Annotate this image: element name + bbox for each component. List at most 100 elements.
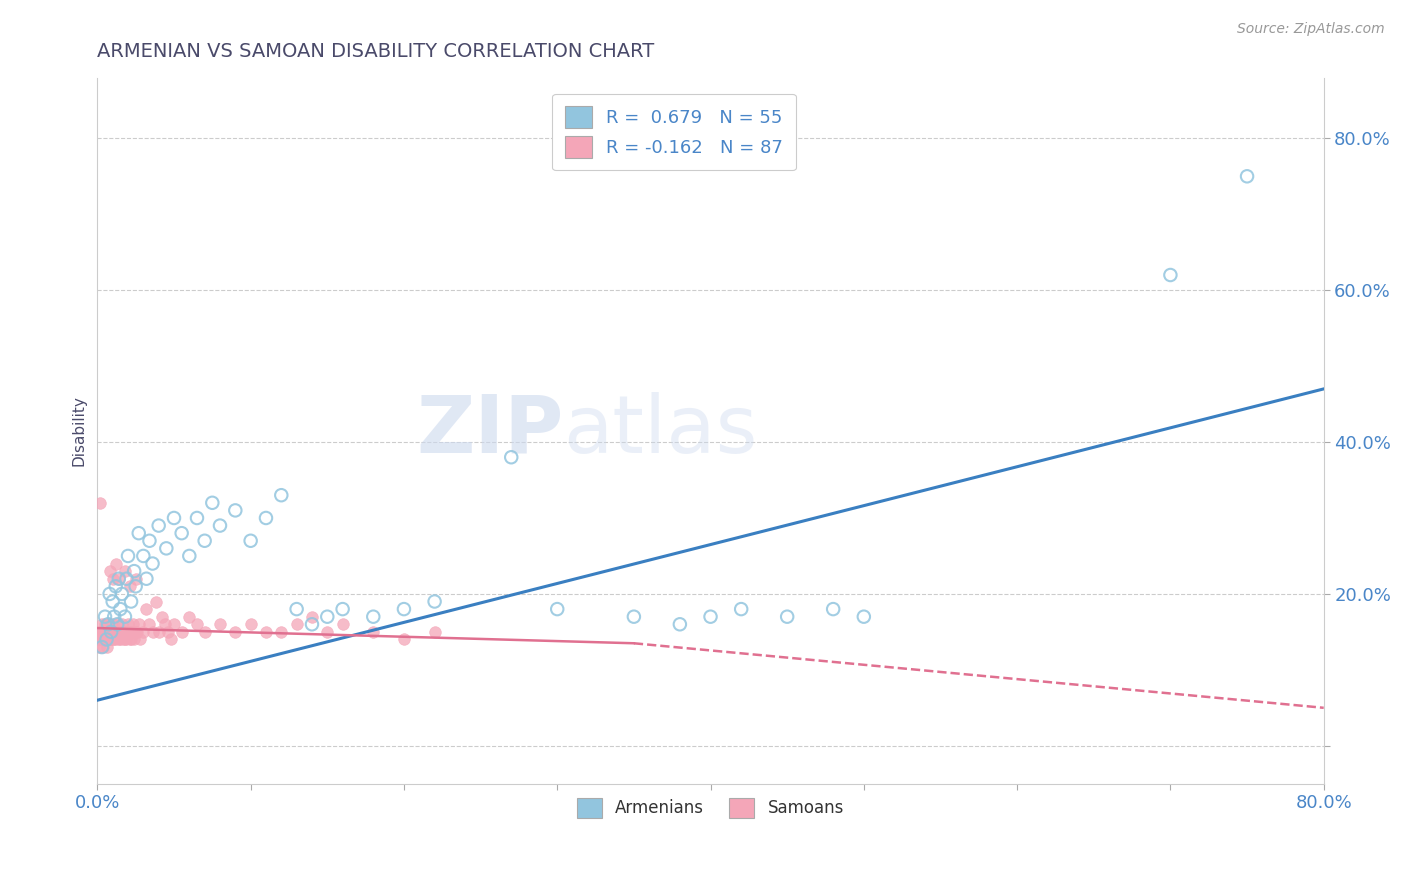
Point: [224, 624, 246, 639]
Point: [96, 624, 118, 639]
Point: [101, 632, 124, 647]
Point: [138, 533, 160, 548]
Point: [97, 632, 120, 647]
Point: [170, 624, 193, 639]
Text: Source: ZipAtlas.com: Source: ZipAtlas.com: [1237, 22, 1385, 37]
Point: [120, 632, 142, 647]
Point: [94, 609, 117, 624]
Point: [100, 624, 122, 639]
Point: [392, 632, 415, 647]
Point: [208, 518, 231, 533]
Point: [138, 617, 160, 632]
Point: [129, 632, 152, 647]
Point: [98, 624, 121, 639]
Point: [148, 518, 170, 533]
Point: [117, 549, 139, 563]
Point: [135, 572, 157, 586]
Point: [163, 511, 186, 525]
Point: [93, 624, 115, 639]
Point: [160, 632, 183, 647]
Point: [94, 624, 117, 639]
Point: [103, 624, 125, 639]
Point: [730, 602, 752, 616]
Point: [121, 617, 143, 632]
Point: [501, 450, 523, 465]
Point: [135, 602, 157, 616]
Point: [254, 624, 277, 639]
Point: [97, 617, 120, 632]
Point: [115, 624, 138, 639]
Point: [239, 617, 262, 632]
Point: [332, 602, 354, 616]
Point: [392, 602, 415, 616]
Point: [361, 609, 384, 624]
Point: [239, 533, 262, 548]
Point: [254, 511, 277, 525]
Point: [124, 572, 146, 586]
Point: [98, 632, 121, 647]
Point: [301, 609, 323, 624]
Point: [110, 624, 132, 639]
Point: [776, 609, 799, 624]
Point: [155, 541, 177, 556]
Point: [112, 632, 135, 647]
Text: atlas: atlas: [564, 392, 758, 470]
Point: [101, 594, 124, 608]
Point: [104, 557, 127, 571]
Point: [852, 609, 875, 624]
Point: [91, 632, 114, 647]
Point: [105, 617, 128, 632]
Point: [94, 632, 117, 647]
Point: [96, 632, 118, 647]
Point: [111, 617, 134, 632]
Point: [100, 624, 122, 639]
Point: [89, 624, 111, 639]
Point: [111, 624, 134, 639]
Point: [124, 624, 146, 639]
Point: [823, 602, 845, 616]
Point: [98, 564, 121, 578]
Point: [141, 557, 163, 571]
Point: [103, 609, 125, 624]
Point: [117, 624, 139, 639]
Point: [91, 624, 114, 639]
Point: [1236, 169, 1258, 184]
Point: [120, 624, 142, 639]
Point: [115, 632, 138, 647]
Point: [153, 617, 176, 632]
Point: [316, 624, 339, 639]
Point: [127, 624, 149, 639]
Point: [101, 572, 124, 586]
Point: [361, 624, 384, 639]
Text: ZIP: ZIP: [416, 392, 564, 470]
Point: [122, 632, 145, 647]
Point: [104, 632, 127, 647]
Point: [103, 632, 125, 647]
Point: [201, 496, 224, 510]
Point: [128, 617, 150, 632]
Point: [150, 609, 173, 624]
Point: [89, 632, 111, 647]
Point: [179, 609, 201, 624]
Point: [108, 632, 131, 647]
Point: [1159, 268, 1181, 282]
Point: [124, 579, 146, 593]
Point: [194, 624, 217, 639]
Point: [224, 503, 246, 517]
Point: [111, 587, 134, 601]
Point: [179, 549, 201, 563]
Point: [148, 624, 170, 639]
Point: [316, 609, 339, 624]
Point: [100, 632, 122, 647]
Point: [87, 640, 110, 654]
Point: [145, 594, 167, 608]
Point: [91, 617, 114, 632]
Point: [114, 609, 136, 624]
Point: [118, 579, 141, 593]
Point: [108, 572, 131, 586]
Point: [423, 624, 446, 639]
Point: [122, 564, 145, 578]
Point: [270, 624, 292, 639]
Point: [141, 624, 163, 639]
Point: [270, 488, 292, 502]
